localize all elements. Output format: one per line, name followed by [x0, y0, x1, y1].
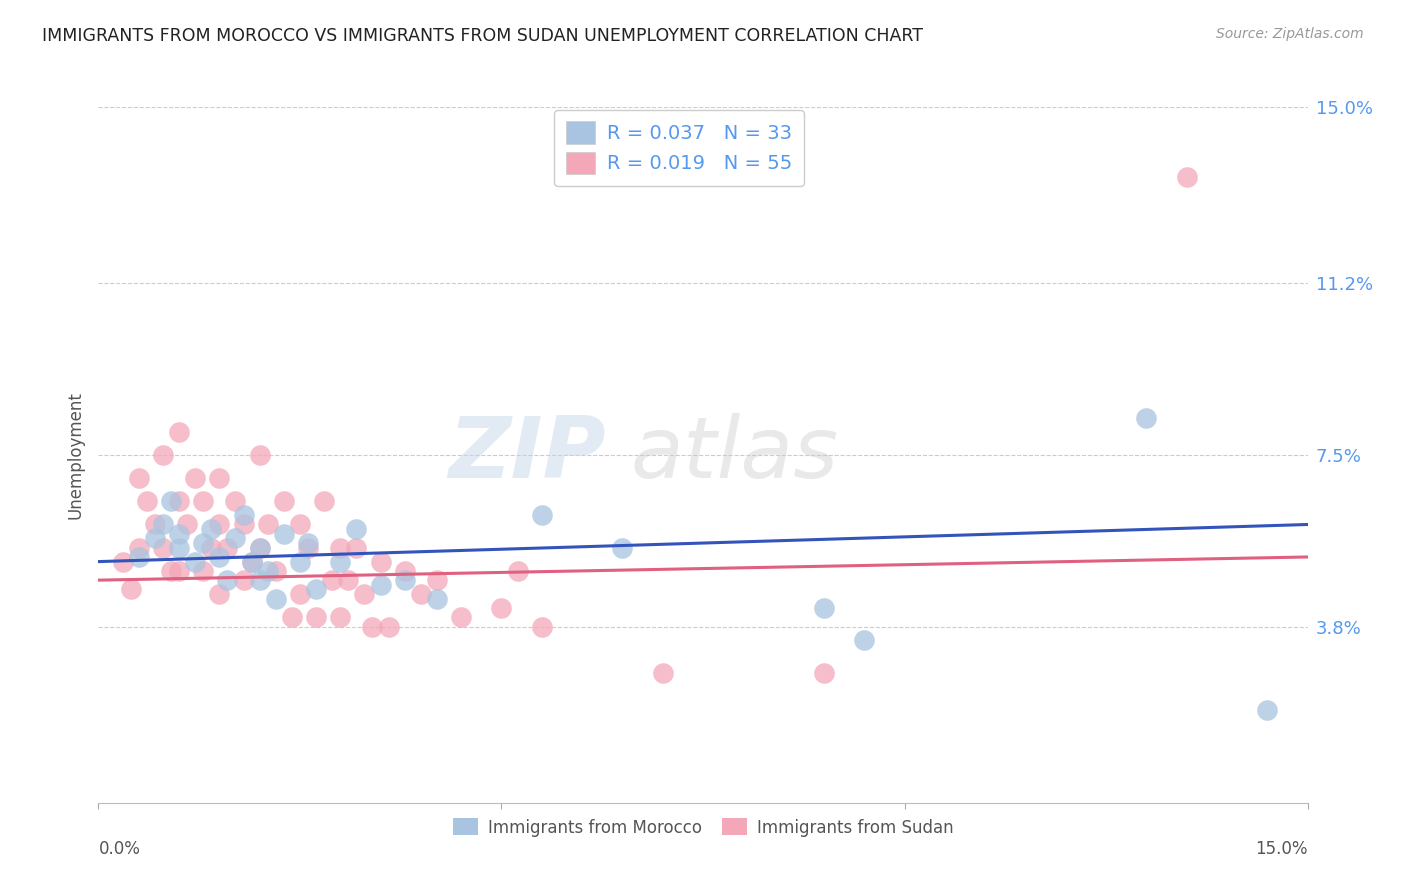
Point [232, 508, 254, 523]
Point [530, 508, 553, 523]
Point [409, 587, 432, 601]
Text: IMMIGRANTS FROM MOROCCO VS IMMIGRANTS FROM SUDAN UNEMPLOYMENT CORRELATION CHART: IMMIGRANTS FROM MOROCCO VS IMMIGRANTS FR… [42, 27, 924, 45]
Point [135, 494, 157, 508]
Point [200, 541, 222, 555]
Point [813, 601, 835, 615]
Point [329, 541, 352, 555]
Point [297, 536, 319, 550]
Point [1175, 169, 1198, 184]
Text: atlas: atlas [630, 413, 838, 497]
Point [240, 555, 263, 569]
Point [297, 541, 319, 555]
Point [249, 541, 271, 555]
Point [394, 573, 416, 587]
Point [264, 564, 287, 578]
Point [344, 522, 367, 536]
Point [193, 536, 215, 550]
Point [160, 564, 183, 578]
Point [1135, 410, 1157, 425]
Point [152, 517, 174, 532]
Point [167, 494, 190, 508]
Point [167, 425, 190, 439]
Point [224, 532, 246, 546]
Point [208, 517, 231, 532]
Point [329, 555, 352, 569]
Point [377, 619, 399, 633]
Point [450, 610, 472, 624]
Point [288, 555, 311, 569]
Point [249, 448, 271, 462]
Point [321, 573, 343, 587]
Point [394, 564, 416, 578]
Point [128, 541, 150, 555]
Point [208, 549, 231, 564]
Point [232, 573, 254, 587]
Text: ZIP: ZIP [449, 413, 606, 497]
Point [256, 564, 278, 578]
Point [167, 526, 190, 541]
Point [193, 564, 215, 578]
Point [256, 517, 278, 532]
Y-axis label: Unemployment: Unemployment [66, 391, 84, 519]
Point [337, 573, 360, 587]
Point [651, 665, 673, 680]
Point [281, 610, 304, 624]
Point [167, 564, 190, 578]
Point [273, 526, 295, 541]
Point [208, 471, 231, 485]
Point [224, 494, 246, 508]
Point [232, 517, 254, 532]
Point [491, 601, 513, 615]
Point [143, 517, 166, 532]
Point [344, 541, 367, 555]
Point [426, 591, 449, 606]
Point [193, 494, 215, 508]
Point [152, 448, 174, 462]
Point [167, 541, 190, 555]
Point [143, 532, 166, 546]
Point [612, 541, 634, 555]
Point [184, 471, 207, 485]
Point [361, 619, 384, 633]
Text: Source: ZipAtlas.com: Source: ZipAtlas.com [1216, 27, 1364, 41]
Point [176, 517, 198, 532]
Point [506, 564, 529, 578]
Point [208, 587, 231, 601]
Point [111, 555, 134, 569]
Point [249, 541, 271, 555]
Point [853, 633, 876, 648]
Point [530, 619, 553, 633]
Point [370, 578, 392, 592]
Point [426, 573, 449, 587]
Point [128, 549, 150, 564]
Point [288, 517, 311, 532]
Point [353, 587, 375, 601]
Point [273, 494, 295, 508]
Point [217, 573, 239, 587]
Text: 15.0%: 15.0% [1256, 840, 1308, 858]
Point [813, 665, 835, 680]
Point [200, 522, 222, 536]
Point [120, 582, 142, 597]
Point [370, 555, 392, 569]
Legend: Immigrants from Morocco, Immigrants from Sudan: Immigrants from Morocco, Immigrants from… [446, 812, 960, 843]
Point [152, 541, 174, 555]
Point [1256, 703, 1278, 717]
Point [240, 555, 263, 569]
Point [305, 610, 328, 624]
Point [184, 555, 207, 569]
Point [128, 471, 150, 485]
Point [217, 541, 239, 555]
Point [305, 582, 328, 597]
Point [264, 591, 287, 606]
Point [160, 494, 183, 508]
Point [249, 573, 271, 587]
Text: 0.0%: 0.0% [98, 840, 141, 858]
Point [314, 494, 336, 508]
Point [288, 587, 311, 601]
Point [329, 610, 352, 624]
